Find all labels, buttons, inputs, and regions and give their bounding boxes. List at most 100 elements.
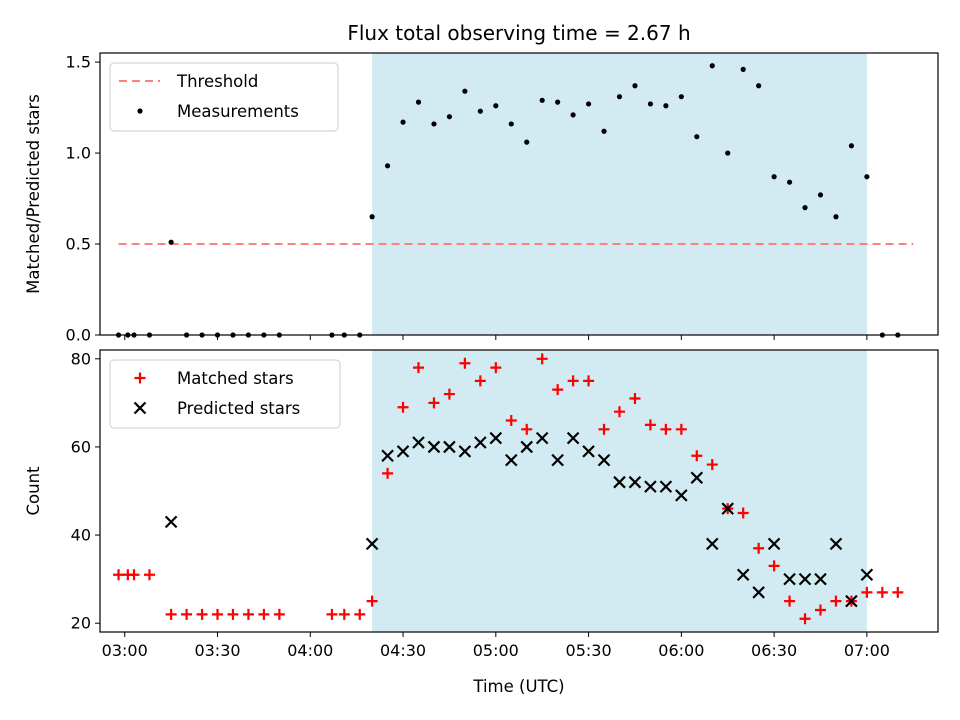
- x-tick-label: 05:30: [566, 641, 612, 660]
- predicted-stars-point: [520, 440, 534, 454]
- count-panel: 20 40 60 80 03:00 03:30 04:00 04:30 05:00 05:30 06…: [24, 349, 939, 660]
- measurements-point: [771, 174, 777, 180]
- matched-stars-point: [459, 357, 471, 369]
- measurements-point: [462, 88, 468, 94]
- predicted-stars-point: [613, 475, 626, 489]
- predicted-stars-point: [814, 572, 827, 586]
- matched-stars-point: [366, 595, 378, 607]
- predicted-stars-point: [705, 537, 719, 551]
- matched-stars-point: [474, 375, 486, 387]
- measurements-point: [493, 103, 499, 109]
- matched-stars-point: [382, 467, 394, 479]
- predicted-stars-point: [690, 471, 704, 485]
- legend-marker-swatch: [137, 108, 143, 114]
- matched-stars-point: [258, 608, 270, 620]
- measurements-point: [848, 143, 855, 149]
- predicted-stars-point: [829, 537, 843, 551]
- x-tick-label: 07:00: [844, 641, 890, 660]
- legend-label: Matched stars: [177, 369, 294, 388]
- measurements-point: [647, 101, 654, 107]
- measurements-point: [369, 214, 375, 220]
- predicted-stars-point: [860, 568, 874, 581]
- matched-stars-point: [397, 401, 409, 413]
- measurements-point: [786, 179, 793, 185]
- legend-label: Threshold: [176, 72, 258, 91]
- matched-stars-point: [861, 586, 873, 598]
- measurements-point: [524, 139, 530, 145]
- matched-stars-point: [128, 569, 140, 581]
- measurements-point: [415, 99, 422, 105]
- matched-stars-point: [428, 397, 440, 409]
- matched-stars-point: [675, 423, 687, 435]
- measurements-point: [570, 112, 576, 118]
- matched-stars-point: [212, 608, 224, 620]
- x-tick-label: 04:00: [287, 641, 333, 660]
- matched-stars-point: [753, 542, 765, 554]
- y-tick-label: 20: [71, 614, 91, 633]
- predicted-stars-point: [396, 445, 410, 458]
- measurements-point: [694, 134, 700, 140]
- legend-label: Predicted stars: [177, 399, 300, 418]
- matched-stars-point: [814, 604, 826, 616]
- predicted-stars-point: [489, 431, 503, 445]
- axes-frame: [99, 349, 939, 633]
- predicted-stars-point: [644, 480, 657, 493]
- predicted-stars-point: [412, 436, 425, 449]
- matched-stars-point: [892, 586, 904, 598]
- measurements-point: [864, 174, 870, 180]
- legend-box: [109, 359, 341, 429]
- matched-stars-point: [644, 419, 656, 431]
- matched-stars-point: [629, 392, 641, 404]
- matched-stars-point: [536, 353, 548, 365]
- predicted-stars-point: [783, 572, 796, 586]
- matched-stars-point: [660, 423, 672, 435]
- measurements-point: [663, 103, 669, 109]
- predicted-stars-point: [381, 449, 394, 463]
- predicted-stars-point: [845, 594, 858, 608]
- predicted-stars-point: [474, 436, 487, 449]
- measurements-point: [601, 128, 607, 134]
- predicted-stars-point: [535, 431, 549, 445]
- measurements-point: [400, 119, 406, 125]
- x-tick-label: 05:00: [473, 641, 519, 660]
- x-axis-title: Time (UTC): [472, 677, 564, 696]
- y-tick-label: 0.0: [66, 326, 91, 345]
- predicted-stars-point: [427, 440, 441, 454]
- measurements-point: [632, 83, 638, 89]
- matched-stars-point: [598, 423, 610, 435]
- predicted-stars-point: [566, 431, 580, 445]
- measurements-point: [446, 114, 453, 120]
- measurements-point: [585, 101, 592, 107]
- matched-stars-point: [876, 586, 888, 598]
- matched-stars-point: [338, 608, 350, 620]
- matched-stars-point: [583, 375, 595, 387]
- matched-stars-point: [413, 362, 425, 374]
- measurements-point: [539, 97, 545, 103]
- x-tick-label: 03:30: [194, 641, 240, 660]
- measurements-point: [168, 239, 174, 245]
- matched-stars-point: [227, 608, 239, 620]
- predicted-stars-point: [458, 445, 472, 458]
- matched-stars-point: [799, 613, 811, 625]
- measurements-point: [833, 214, 839, 220]
- y-axis-title: Matched/Predicted stars: [24, 94, 43, 294]
- predicted-stars-point: [798, 572, 812, 586]
- predicted-stars-point: [164, 515, 178, 529]
- matched-stars-point: [242, 608, 254, 620]
- matched-stars-point: [691, 450, 703, 462]
- matched-stars-point: [613, 406, 625, 418]
- x-tick-label: 03:00: [102, 641, 148, 660]
- matched-stars-point: [196, 608, 208, 620]
- predicted-stars-point: [628, 475, 642, 489]
- matched-stars-point: [784, 595, 796, 607]
- predicted-stars-point: [504, 453, 518, 467]
- observing-window-span: [372, 350, 867, 632]
- observing-window-span: [372, 53, 867, 335]
- measurements-point: [616, 94, 623, 100]
- measurements-point: [709, 63, 715, 69]
- y-tick-label: 80: [71, 349, 91, 368]
- predicted-stars-point: [675, 489, 688, 502]
- predicted-stars-point: [736, 568, 750, 581]
- y-tick-label: 60: [71, 437, 91, 456]
